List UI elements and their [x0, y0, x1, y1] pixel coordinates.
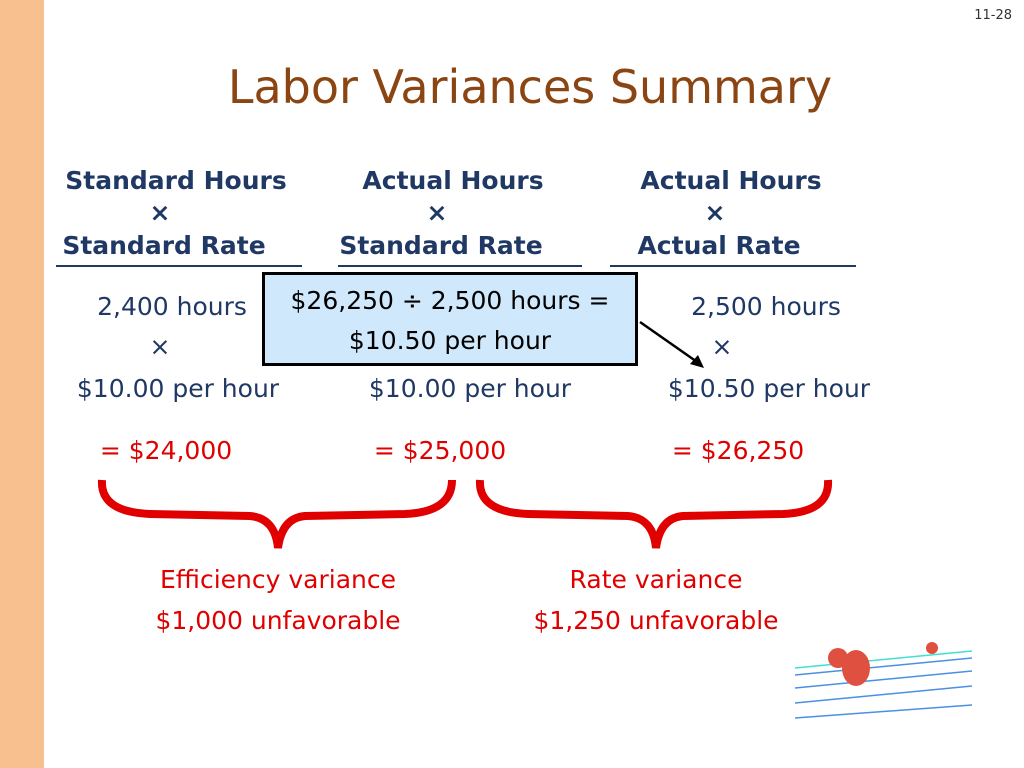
- header-top: Actual Hours: [640, 166, 822, 195]
- callout-line: $10.50 per hour: [348, 326, 552, 355]
- times: ×: [149, 198, 171, 227]
- quantity: 2,500 hours: [691, 292, 841, 321]
- times: ×: [426, 198, 448, 227]
- rate: $10.50 per hour: [667, 374, 871, 403]
- header-top: Actual Hours: [362, 166, 544, 195]
- times: ×: [704, 198, 726, 227]
- times: ×: [149, 332, 171, 361]
- variance-name: Efficiency variance: [160, 565, 396, 594]
- slide-number: 11-28: [974, 8, 1012, 23]
- header-top: Standard Hours: [65, 166, 287, 195]
- callout: $26,250 ÷ 2,500 hours = $10.50 per hour: [262, 272, 638, 366]
- total: = $26,250: [671, 436, 805, 465]
- header-bottom: Standard Rate: [339, 231, 543, 260]
- callout-line: $26,250 ÷ 2,500 hours =: [290, 286, 610, 315]
- variance-amount: $1,250 unfavorable: [533, 606, 779, 635]
- variance-name: Rate variance: [569, 565, 743, 594]
- times: ×: [711, 332, 733, 361]
- variance-amount: $1,000 unfavorable: [155, 606, 401, 635]
- title: Labor Variances Summary: [227, 60, 833, 114]
- quantity: 2,400 hours: [97, 292, 247, 321]
- sidebar: [0, 0, 44, 768]
- total: = $25,000: [373, 436, 507, 465]
- header-bottom: Standard Rate: [62, 231, 266, 260]
- rate: $10.00 per hour: [368, 374, 572, 403]
- total: = $24,000: [99, 436, 233, 465]
- header-bottom: Actual Rate: [637, 231, 801, 260]
- rate: $10.00 per hour: [76, 374, 280, 403]
